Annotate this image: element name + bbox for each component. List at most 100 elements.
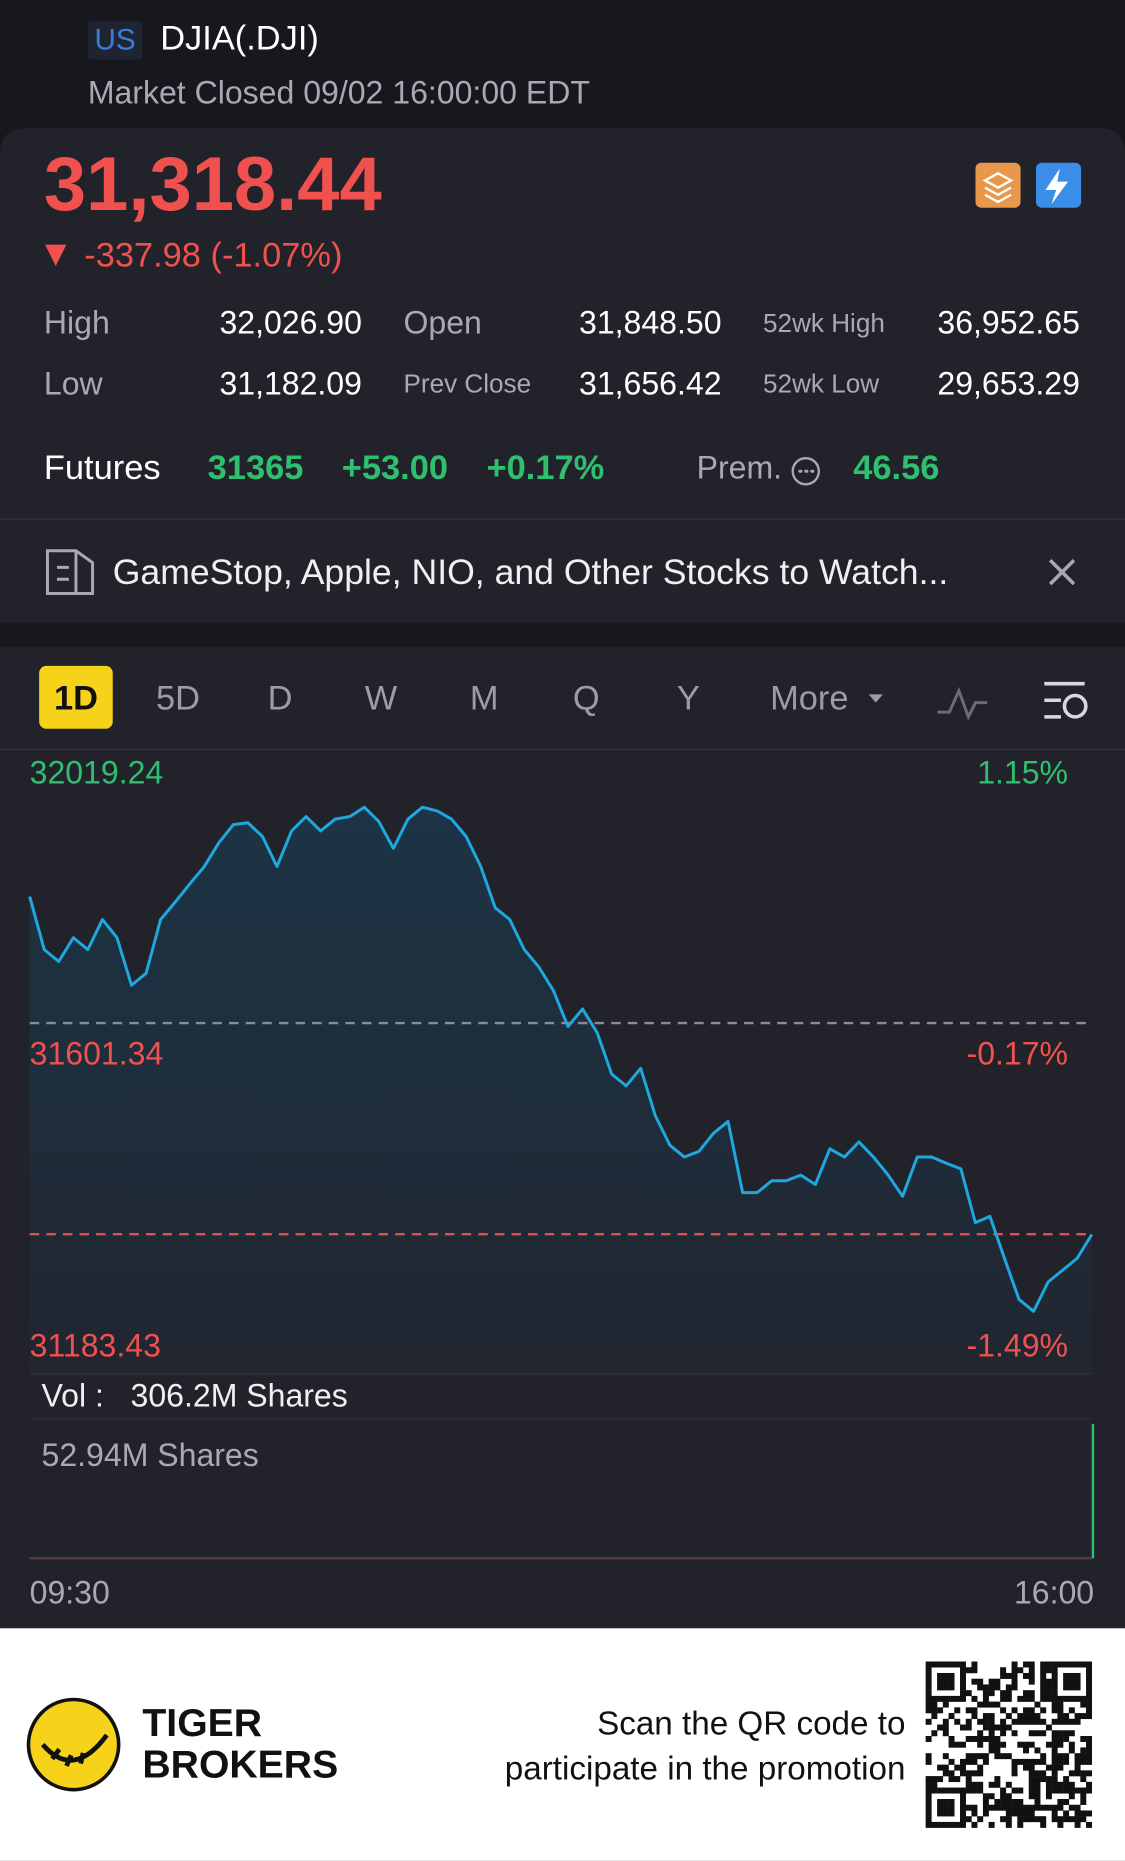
qr-module — [948, 1799, 955, 1805]
qr-module — [954, 1776, 961, 1783]
period-tab[interactable]: Y — [677, 679, 700, 717]
qr-module — [1045, 1690, 1052, 1697]
qr-module — [931, 1701, 938, 1708]
period-tab[interactable]: D — [268, 679, 293, 717]
qr-module — [948, 1672, 955, 1679]
qr-module — [1086, 1747, 1093, 1754]
qr-module — [1040, 1770, 1047, 1777]
qr-module — [988, 1701, 995, 1708]
news-bar[interactable] — [0, 518, 1125, 624]
qr-module — [1011, 1799, 1018, 1805]
qr-module — [982, 1799, 989, 1805]
qr-module — [977, 1816, 984, 1823]
qr-module — [982, 1695, 989, 1702]
qr-module — [1074, 1764, 1081, 1771]
news-headline[interactable]: GameStop, Apple, NIO, and Other Stocks t… — [113, 552, 949, 592]
qr-module — [965, 1776, 972, 1783]
stat-label: Open — [403, 305, 481, 341]
stats: High 32,026.90 Open 31,848.50 52wk High 36,95… — [44, 305, 1080, 402]
qr-module — [1045, 1776, 1052, 1783]
qr-module — [960, 1661, 966, 1668]
qr-module — [960, 1667, 966, 1674]
qr-module — [948, 1678, 955, 1685]
qr-module — [1040, 1690, 1047, 1697]
qr-module — [1051, 1695, 1058, 1702]
qr-module — [1028, 1718, 1035, 1725]
qr-module — [971, 1781, 978, 1788]
qr-module — [960, 1793, 966, 1800]
stat-label: Prev Close — [403, 369, 531, 399]
qr-module — [937, 1661, 944, 1668]
qr-module — [1011, 1667, 1018, 1674]
qr-module — [965, 1667, 972, 1674]
period-tab[interactable]: More — [770, 679, 848, 717]
qr-module — [1057, 1787, 1064, 1794]
period-tab[interactable]: 5D — [156, 679, 200, 717]
qr-module — [1000, 1724, 1007, 1731]
qr-module — [1074, 1816, 1081, 1823]
symbol: DJIA(.DJI) — [160, 20, 319, 58]
qr-module — [925, 1678, 932, 1685]
qr-module — [931, 1661, 938, 1668]
qr-module — [1068, 1787, 1075, 1794]
flash-icon-glyph — [1045, 168, 1069, 205]
qr-module — [1017, 1816, 1024, 1823]
qr-module — [1045, 1661, 1052, 1668]
qr-module — [1080, 1735, 1087, 1742]
stat-value: 31,656.42 — [579, 365, 722, 401]
qr-module — [925, 1781, 932, 1788]
period-tab[interactable]: Q — [573, 679, 600, 717]
qr-module — [965, 1735, 972, 1742]
qr-module — [971, 1753, 978, 1760]
qr-module — [1028, 1695, 1035, 1702]
qr-module — [1068, 1747, 1075, 1754]
qr-module — [942, 1821, 949, 1828]
qr-module — [960, 1724, 966, 1731]
qr-module — [1045, 1678, 1052, 1685]
qr-module — [1063, 1816, 1070, 1823]
qr-module — [982, 1690, 989, 1697]
qr-module — [942, 1718, 949, 1725]
qr-module — [1034, 1776, 1041, 1783]
qr-module — [925, 1753, 932, 1760]
qr-module — [1074, 1810, 1081, 1817]
qr-module — [1023, 1810, 1029, 1817]
qr-module — [1080, 1695, 1087, 1702]
qr-module — [1040, 1695, 1047, 1702]
settings-icon[interactable] — [1044, 681, 1085, 719]
qr-module — [1011, 1730, 1018, 1737]
qr-module — [1045, 1781, 1052, 1788]
qr-module — [960, 1678, 966, 1685]
qr-module — [1068, 1678, 1075, 1685]
qr-module — [925, 1758, 932, 1765]
qr-module — [1034, 1701, 1041, 1708]
qr-module — [988, 1730, 995, 1737]
period-tab[interactable]: 1D — [54, 679, 98, 717]
qr-module — [925, 1701, 932, 1708]
period-tab[interactable]: M — [470, 679, 499, 717]
qr-module — [1068, 1741, 1075, 1748]
qr-module — [1068, 1672, 1075, 1679]
qr-module — [1000, 1787, 1007, 1794]
qr-module — [948, 1776, 955, 1783]
premium-info-icon[interactable] — [791, 457, 821, 486]
qr-module — [1034, 1758, 1041, 1765]
period-tab[interactable]: W — [365, 679, 398, 717]
qr-module — [1040, 1672, 1047, 1679]
qr-module — [1057, 1758, 1064, 1765]
news-close[interactable] — [1048, 558, 1076, 586]
qr-module — [1034, 1781, 1041, 1788]
qr-module — [1005, 1804, 1012, 1811]
qr-module — [1028, 1816, 1035, 1823]
qr-module — [1080, 1787, 1087, 1794]
qr-module — [1017, 1799, 1024, 1805]
qr-module — [954, 1707, 961, 1714]
qr-module — [971, 1695, 978, 1702]
stat-label: High — [44, 305, 110, 341]
qr-module — [988, 1718, 995, 1725]
qr-module — [1000, 1707, 1007, 1714]
qr-module — [1086, 1684, 1093, 1691]
indicator-icon[interactable] — [937, 686, 988, 721]
qr-module — [1051, 1776, 1058, 1783]
